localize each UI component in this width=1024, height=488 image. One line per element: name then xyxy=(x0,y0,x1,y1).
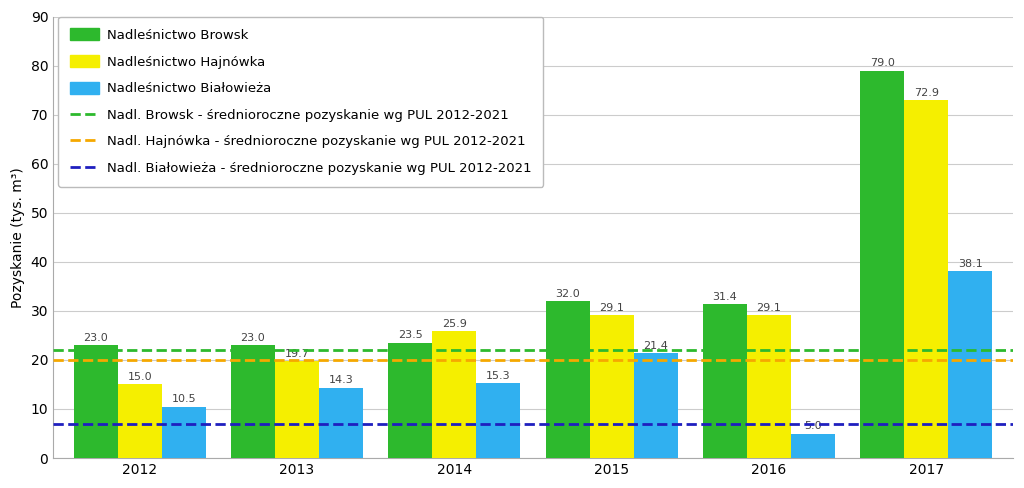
Bar xyxy=(702,304,746,458)
Bar xyxy=(860,71,904,458)
Bar xyxy=(792,433,836,458)
Text: 23.0: 23.0 xyxy=(241,333,265,343)
Text: 15.0: 15.0 xyxy=(127,372,152,382)
Text: 32.0: 32.0 xyxy=(555,288,580,299)
Bar xyxy=(74,345,118,458)
Bar xyxy=(432,331,476,458)
Bar xyxy=(948,271,992,458)
Text: 29.1: 29.1 xyxy=(599,303,624,313)
Text: 10.5: 10.5 xyxy=(171,394,196,404)
Y-axis label: Pozyskanie (tys. m³): Pozyskanie (tys. m³) xyxy=(11,167,26,308)
Text: 5.0: 5.0 xyxy=(804,421,822,431)
Bar xyxy=(319,388,364,458)
Bar xyxy=(476,383,520,458)
Text: 19.7: 19.7 xyxy=(285,349,309,359)
Text: 79.0: 79.0 xyxy=(869,58,895,68)
Text: 14.3: 14.3 xyxy=(329,375,353,386)
Text: 23.0: 23.0 xyxy=(83,333,108,343)
Text: 25.9: 25.9 xyxy=(442,319,467,328)
Text: 38.1: 38.1 xyxy=(958,259,983,269)
Bar xyxy=(746,315,792,458)
Bar xyxy=(634,353,678,458)
Text: 21.4: 21.4 xyxy=(643,341,669,350)
Text: 15.3: 15.3 xyxy=(486,370,511,381)
Bar xyxy=(118,385,162,458)
Bar xyxy=(275,362,319,458)
Bar xyxy=(904,101,948,458)
Bar xyxy=(231,345,275,458)
Text: 31.4: 31.4 xyxy=(713,291,737,302)
Text: 72.9: 72.9 xyxy=(913,88,939,98)
Bar xyxy=(590,315,634,458)
Text: 29.1: 29.1 xyxy=(757,303,781,313)
Legend: Nadleśnictwo Browsk, Nadleśnictwo Hajnówka, Nadleśnictwo Białowieża, Nadl. Brows: Nadleśnictwo Browsk, Nadleśnictwo Hajnów… xyxy=(58,17,544,187)
Bar xyxy=(162,407,206,458)
Bar xyxy=(388,343,432,458)
Bar xyxy=(546,301,590,458)
Text: 23.5: 23.5 xyxy=(398,330,423,340)
